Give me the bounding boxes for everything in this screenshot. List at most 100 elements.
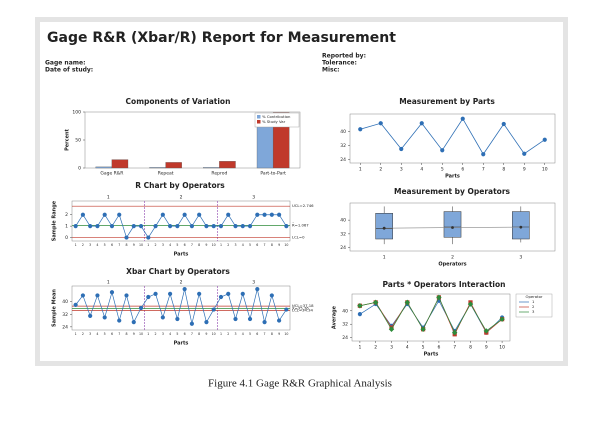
y-axis-label: Sample Range [52, 200, 58, 241]
field: Gage name: [45, 60, 85, 67]
caption: Figure 4.1 Gage R&R Graphical Analysis [208, 378, 392, 390]
x-tick-label: 9 [278, 332, 280, 336]
legend-box [254, 112, 300, 128]
legend-label: % Contribution [262, 114, 291, 119]
x-axis-label: Parts [424, 352, 439, 358]
x-tick-label: 3 [400, 167, 403, 173]
y-tick-label: 24 [342, 335, 348, 341]
x-tick-label: 10 [139, 332, 143, 336]
y-tick-label: 32 [340, 231, 346, 237]
bar [149, 167, 166, 169]
marker [211, 224, 216, 229]
x-tick-label: 4 [242, 243, 244, 247]
group-label: 3 [252, 195, 255, 201]
field: Tolerance: [322, 60, 357, 67]
x-tick-label: 4 [96, 243, 98, 247]
x-tick-label: 1 [383, 255, 386, 261]
marker [255, 212, 260, 217]
x-tick-label: 8 [198, 243, 200, 247]
chart-title: Components of Variation [126, 97, 231, 106]
x-tick-label: 4 [420, 167, 423, 173]
x-axis-label: Operators [438, 262, 466, 268]
marker [102, 212, 107, 217]
marker [481, 152, 486, 157]
marker [240, 224, 245, 229]
marker [357, 303, 363, 309]
marker [240, 291, 245, 296]
x-tick-label: Part-to-Part [260, 171, 286, 177]
x-tick-label: 10 [212, 243, 216, 247]
x-tick-label: 1 [220, 332, 222, 336]
limit-label: LCL=0 [292, 235, 305, 240]
chart-title: Measurement by Operators [394, 187, 511, 196]
x-tick-label: 2 [155, 332, 157, 336]
x-tick-label: 7 [264, 332, 266, 336]
x-axis-label: Parts [174, 252, 189, 258]
x-axis-label: Parts [445, 174, 460, 180]
x-tick-label: 5 [104, 243, 106, 247]
y-tick-label: 40 [340, 218, 346, 224]
marker [73, 302, 78, 307]
marker [138, 305, 144, 311]
marker [124, 235, 129, 240]
x-tick-label: 3 [519, 255, 522, 261]
x-tick-label: 9 [133, 332, 135, 336]
plot-area [71, 285, 291, 331]
x-tick-label: 6 [256, 243, 258, 247]
marker [189, 224, 194, 229]
x-tick-label: 5 [422, 345, 425, 351]
x-tick-label: 1 [358, 345, 361, 351]
x-axis-label: Parts [174, 341, 189, 347]
marker [388, 326, 395, 332]
bar [203, 167, 220, 169]
y-tick-label: 40 [342, 308, 348, 314]
marker [399, 146, 404, 152]
marker [284, 224, 289, 229]
x-tick-label: 10 [284, 332, 288, 336]
limit-label: LCL=34.34 [292, 308, 314, 313]
plot-area [351, 293, 511, 342]
line [75, 289, 287, 324]
marker [73, 224, 78, 229]
x-tick-label: 1 [147, 332, 149, 336]
marker [80, 293, 86, 298]
marker [372, 299, 379, 306]
legend-title: Operator [526, 294, 543, 299]
marker [95, 293, 100, 298]
mean-marker [382, 226, 386, 230]
box [512, 211, 530, 240]
x-tick-label: 6 [437, 345, 440, 351]
marker [182, 287, 187, 292]
legend-label: 2 [532, 304, 535, 309]
x-tick-label: 6 [111, 332, 113, 336]
x-tick-label: 10 [542, 167, 548, 173]
mean-marker [451, 226, 454, 229]
x-tick-label: 8 [469, 345, 472, 351]
marker [204, 320, 209, 325]
limit-label: X̄=35.76 [292, 305, 309, 310]
x-tick-label: 7 [453, 345, 456, 351]
box [443, 211, 462, 238]
y-tick-label: 40 [340, 129, 346, 135]
marker [204, 224, 209, 229]
x-tick-label: 2 [155, 243, 157, 247]
x-tick-label: 3 [162, 243, 164, 247]
y-tick-label: 24 [340, 157, 346, 163]
group-label: 2 [180, 280, 183, 286]
legend-label: 3 [532, 309, 535, 314]
field: Misc: [322, 67, 340, 74]
box [375, 213, 393, 240]
bar [111, 159, 129, 169]
marker [124, 293, 129, 298]
marker [102, 315, 107, 320]
x-tick-label: 9 [523, 167, 526, 173]
marker [88, 313, 93, 318]
marker [269, 293, 274, 298]
marker [277, 212, 282, 217]
x-tick-label: 9 [485, 345, 488, 351]
y-tick-label: 32 [62, 312, 68, 318]
marker [262, 212, 267, 217]
bar [219, 161, 236, 169]
limit-label: UCL=2.746 [292, 203, 314, 208]
x-tick-label: 6 [461, 167, 464, 173]
